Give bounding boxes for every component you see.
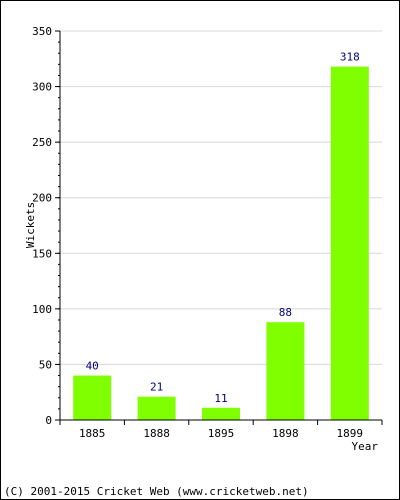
bar bbox=[330, 66, 369, 421]
bar bbox=[137, 396, 176, 420]
bar-value-label: 88 bbox=[279, 306, 292, 319]
y-tick-label: 250 bbox=[32, 136, 52, 149]
bar-value-label: 40 bbox=[86, 360, 99, 373]
bar bbox=[202, 407, 240, 420]
y-tick-label: 100 bbox=[32, 303, 52, 316]
x-axis-title: Year bbox=[352, 440, 379, 453]
x-tick-label: 1885 bbox=[79, 427, 106, 440]
y-tick-label: 50 bbox=[39, 358, 52, 371]
x-tick-label: 1888 bbox=[143, 427, 170, 440]
y-tick-label: 350 bbox=[32, 25, 52, 38]
copyright-footer: (C) 2001-2015 Cricket Web (www.cricketwe… bbox=[4, 485, 309, 498]
grid-lines bbox=[60, 30, 382, 365]
y-axis-title: Wickets bbox=[24, 202, 37, 248]
y-tick-label: 200 bbox=[32, 192, 52, 205]
bars bbox=[73, 66, 369, 421]
x-tick-label: 1899 bbox=[337, 427, 364, 440]
bar-value-label: 21 bbox=[150, 381, 163, 394]
bar-value-label: 11 bbox=[214, 392, 227, 405]
x-tick-label: 1895 bbox=[208, 427, 235, 440]
y-tick-label: 150 bbox=[32, 247, 52, 260]
x-axis: 1885 1888 1895 1898 1899 bbox=[59, 419, 383, 440]
bar bbox=[266, 322, 305, 420]
y-tick-label: 300 bbox=[32, 81, 52, 94]
y-tick-label: 0 bbox=[45, 414, 52, 427]
x-tick-label: 1898 bbox=[272, 427, 299, 440]
bar bbox=[73, 375, 112, 420]
y-axis: 0 50 100 150 200 250 300 350 bbox=[32, 25, 61, 427]
bar-value-label: 318 bbox=[340, 51, 360, 64]
data-labels: 40 21 11 88 318 bbox=[86, 51, 360, 405]
